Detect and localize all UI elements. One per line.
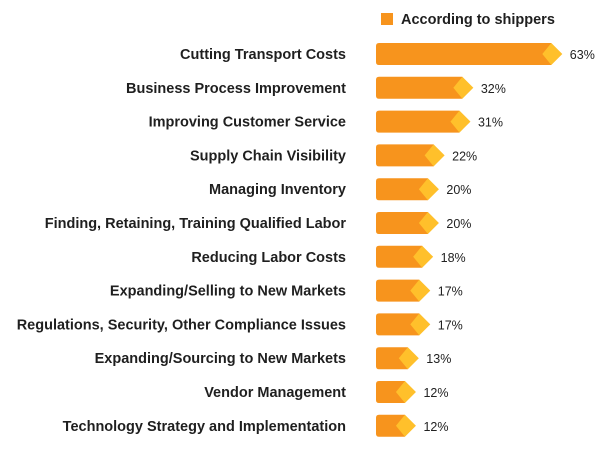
bar (376, 178, 428, 201)
bar (376, 144, 434, 167)
bar (376, 245, 423, 268)
bar-tip (424, 144, 445, 167)
value-label: 22% (452, 149, 477, 163)
bar (376, 76, 463, 99)
bar-tip (453, 76, 474, 99)
bar-tip (410, 279, 431, 302)
bar (376, 43, 552, 65)
bars-group: Cutting Transport Costs 63% Business Proce… (17, 43, 595, 437)
legend-swatch (381, 13, 393, 25)
value-label: 17% (438, 318, 463, 332)
category-label: Managing Inventory (209, 182, 346, 198)
value-label: 17% (438, 285, 463, 299)
bar-tip (395, 381, 416, 403)
bar-tip (410, 313, 431, 336)
bar-tip (418, 178, 439, 201)
category-label: Vendor Management (204, 385, 346, 401)
bar (376, 381, 405, 403)
value-label: 12% (423, 420, 448, 434)
category-label: Expanding/Sourcing to New Markets (95, 351, 346, 367)
bar (376, 212, 428, 234)
legend-label: According to shippers (401, 12, 555, 28)
category-label: Finding, Retaining, Training Qualified L… (45, 216, 347, 232)
bar-tip (395, 414, 416, 437)
category-label: Regulations, Security, Other Compliance … (17, 317, 346, 333)
bar-tip (398, 347, 419, 370)
value-label: 12% (423, 386, 448, 400)
bar-tip (450, 110, 471, 133)
category-label: Improving Customer Service (149, 115, 346, 131)
bar-tip (413, 245, 434, 268)
category-label: Reducing Labor Costs (191, 250, 346, 266)
value-label: 31% (478, 116, 503, 130)
bar (376, 313, 420, 336)
category-label: Technology Strategy and Implementation (63, 419, 346, 435)
value-label: 32% (481, 82, 506, 96)
category-label: Cutting Transport Costs (180, 47, 346, 63)
bar (376, 414, 405, 437)
value-label: 18% (441, 251, 466, 265)
bar (376, 347, 408, 370)
value-label: 63% (570, 48, 595, 62)
value-label: 20% (446, 183, 471, 197)
category-label: Supply Chain Visibility (190, 148, 346, 164)
bar (376, 110, 460, 133)
category-label: Business Process Improvement (126, 81, 346, 97)
category-label: Expanding/Selling to New Markets (110, 284, 346, 300)
bar-tip (542, 43, 563, 65)
bar-tip (418, 212, 439, 234)
legend: According to shippers (381, 12, 555, 28)
value-label: 20% (446, 217, 471, 231)
value-label: 13% (426, 352, 451, 366)
bar (376, 279, 420, 302)
